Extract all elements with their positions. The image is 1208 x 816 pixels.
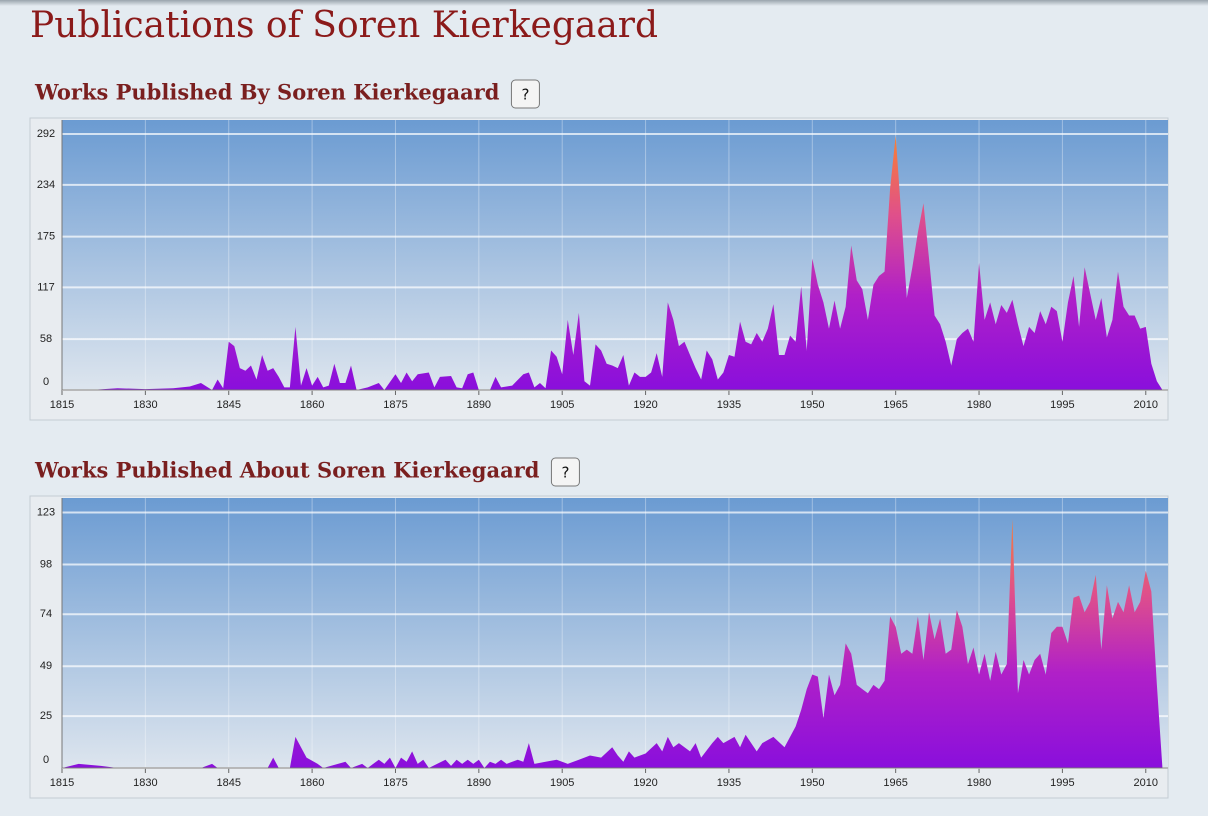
x-tick-label: 1815 — [50, 399, 74, 411]
y-tick-label: 25 — [40, 710, 52, 722]
x-tick-label: 1935 — [717, 399, 741, 411]
x-tick-label: 1950 — [800, 777, 824, 789]
y-tick-label: 0 — [43, 754, 49, 766]
x-tick-label: 1995 — [1050, 777, 1074, 789]
page-title: Publications of Soren Kierkegaard — [30, 5, 658, 46]
y-tick-label: 49 — [40, 660, 52, 672]
chart-heading: Works Published About Soren Kierkegaard — [34, 458, 540, 483]
x-tick-label: 1950 — [800, 399, 824, 411]
y-tick-label: 175 — [37, 230, 55, 242]
chart-heading: Works Published By Soren Kierkegaard — [34, 80, 500, 105]
help-button-label: ? — [561, 464, 569, 482]
x-tick-label: 1830 — [133, 399, 157, 411]
y-tick-label: 98 — [40, 558, 52, 570]
x-tick-label: 1845 — [216, 777, 240, 789]
x-tick-label: 1860 — [300, 399, 324, 411]
x-tick-label: 2010 — [1134, 399, 1158, 411]
area — [62, 135, 1163, 390]
y-tick-label: 117 — [37, 281, 55, 293]
x-tick-label: 1875 — [383, 399, 407, 411]
x-tick-label: 2010 — [1134, 777, 1158, 789]
x-tick-label: 1860 — [300, 777, 324, 789]
y-tick-label: 234 — [37, 179, 55, 191]
x-tick-label: 1890 — [467, 777, 491, 789]
y-tick-label: 292 — [37, 128, 55, 140]
area — [62, 518, 1163, 768]
x-tick-label: 1905 — [550, 777, 574, 789]
x-tick-label: 1845 — [216, 399, 240, 411]
x-tick-label: 1935 — [717, 777, 741, 789]
x-tick-label: 1875 — [383, 777, 407, 789]
help-button-label: ? — [521, 86, 529, 104]
y-tick-label: 0 — [43, 376, 49, 388]
x-tick-label: 1815 — [50, 777, 74, 789]
help-button[interactable] — [510, 79, 540, 109]
x-tick-label: 1830 — [133, 777, 157, 789]
y-tick-label: 74 — [40, 608, 52, 620]
y-tick-label: 123 — [37, 506, 55, 518]
x-tick-label: 1980 — [967, 399, 991, 411]
x-tick-label: 1995 — [1050, 399, 1074, 411]
x-tick-label: 1980 — [967, 777, 991, 789]
x-tick-label: 1905 — [550, 399, 574, 411]
x-tick-label: 1965 — [883, 399, 907, 411]
help-button[interactable] — [550, 457, 580, 487]
x-tick-label: 1920 — [633, 399, 657, 411]
y-tick-label: 58 — [40, 333, 52, 345]
x-tick-label: 1965 — [883, 777, 907, 789]
top-shadow — [0, 0, 1208, 6]
x-tick-label: 1890 — [467, 399, 491, 411]
x-tick-label: 1920 — [633, 777, 657, 789]
